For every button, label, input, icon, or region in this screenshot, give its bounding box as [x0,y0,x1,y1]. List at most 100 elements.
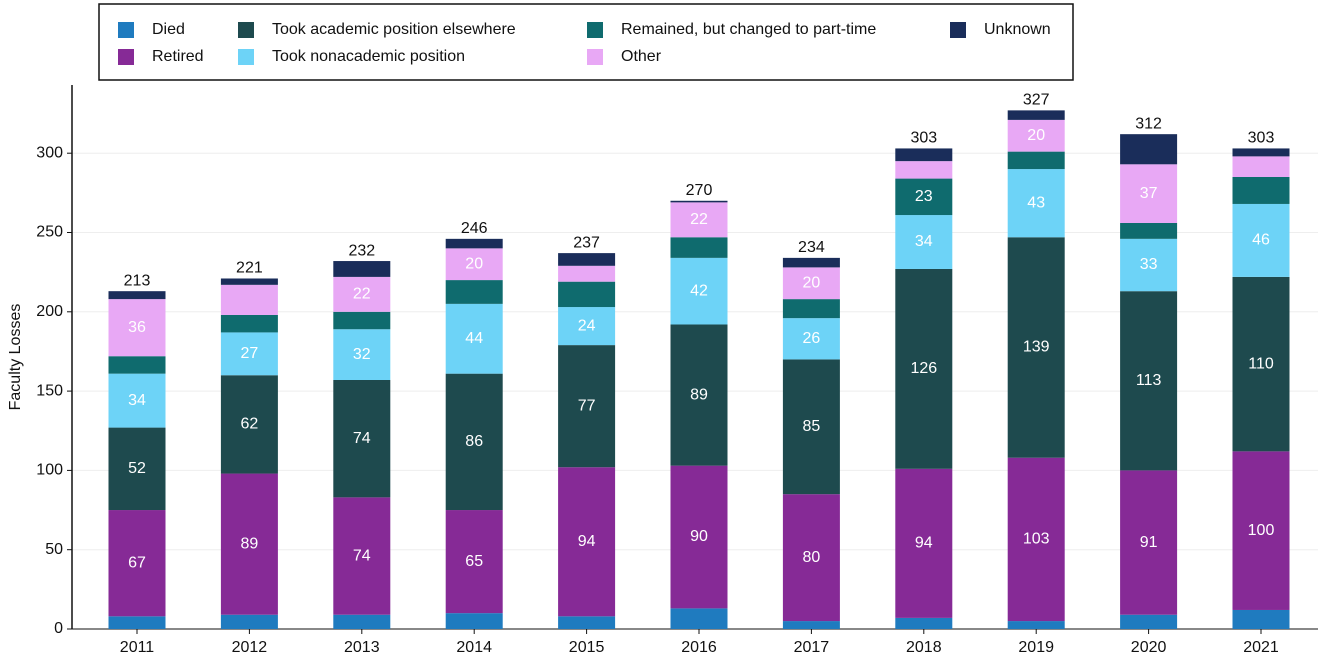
bar-segment [1232,609,1290,629]
bar-segment [1120,134,1178,165]
segment-label: 90 [690,528,708,545]
bar-segment [1007,621,1065,629]
bar-segment [895,178,953,216]
legend-label: Unknown [984,21,1051,38]
segment-label: 110 [1248,355,1274,372]
bar-segment [333,261,391,277]
segment-label: 34 [915,233,933,250]
total-label: 312 [1135,115,1162,132]
segment-label: 113 [1136,372,1162,389]
bar-segment [220,332,278,376]
y-tick-label: 100 [36,462,63,479]
bar-segment [558,345,616,468]
bar-segment [1232,203,1290,277]
x-tick-label: 2014 [456,639,492,656]
legend-label: Died [152,21,185,38]
bar-segment [108,427,166,511]
segment-label: 33 [1140,256,1158,273]
x-tick-label: 2011 [120,639,155,656]
bar-segment [333,329,391,380]
x-tick-label: 2018 [906,639,942,656]
bar-segment [108,356,166,374]
bar-segment [1232,148,1290,157]
segment-label: 91 [1140,534,1158,551]
bar-segment [670,202,728,238]
legend-label: Other [621,48,662,65]
bar-segment [445,510,503,614]
bar-segment [670,608,728,629]
legend-swatch [238,49,254,65]
x-tick-label: 2016 [681,639,717,656]
bar-segment [220,375,278,474]
segment-label: 62 [241,416,259,433]
segment-label: 32 [353,346,371,363]
bar-segment [1120,470,1178,615]
segment-label: 80 [803,549,821,566]
bar-segment [670,200,728,203]
bar-segment [220,278,278,285]
bar-segment [108,616,166,629]
bar-segment [333,497,391,615]
segment-label: 24 [578,317,596,334]
legend-label: Took nonacademic position [272,48,465,65]
bar-segment [670,257,728,325]
bar-segment [1120,291,1178,471]
bar-segment [782,359,840,495]
y-tick-label: 0 [54,620,63,637]
legend-swatch [587,22,603,38]
segment-label: 52 [128,460,146,477]
segment-label: 67 [128,554,146,571]
segment-label: 139 [1023,339,1050,356]
bar-segment [895,268,953,469]
x-tick-label: 2012 [232,639,268,656]
bar-segment [445,248,503,281]
bar-segment [558,265,616,282]
segment-label: 89 [690,386,708,403]
x-tick-label: 2019 [1018,639,1054,656]
bar-segment [895,215,953,269]
x-tick-label: 2017 [794,639,830,656]
bar-segment [782,494,840,622]
segment-label: 94 [915,535,933,552]
bar-segment [445,280,503,304]
legend-label: Remained, but changed to part-time [621,21,876,38]
bar-segment [1120,238,1178,292]
bar-segment [1007,119,1065,152]
segment-label: 74 [353,430,371,447]
segment-label: 126 [910,360,937,377]
y-tick-label: 300 [36,144,63,161]
total-label: 213 [124,272,151,289]
bar-segment [1007,151,1065,170]
segment-label: 74 [353,547,371,564]
bar-segment [445,238,503,249]
bar-segment [1007,457,1065,622]
bar-segment [333,276,391,312]
total-label: 246 [461,220,488,237]
bar-segment [108,373,166,428]
legend-swatch [238,22,254,38]
bar-segment [445,613,503,629]
x-tick-label: 2020 [1131,639,1167,656]
bar-segment [1120,164,1178,223]
segment-label: 22 [353,286,371,303]
bar-segment [1120,222,1178,239]
bar-segment [1007,169,1065,238]
segment-label: 36 [128,319,146,336]
y-tick-label: 250 [36,224,63,241]
segment-label: 44 [465,330,483,347]
bar-segment [670,465,728,609]
segment-label: 89 [241,535,259,552]
segment-label: 43 [1027,194,1045,211]
legend-swatch [118,49,134,65]
total-label: 221 [236,260,263,277]
legend-label: Took academic position elsewhere [272,21,516,38]
segment-label: 34 [128,392,146,409]
segment-label: 65 [465,553,483,570]
bar-segment [220,314,278,333]
bar-segment [1232,276,1290,452]
bar-segment [782,267,840,300]
x-tick-label: 2021 [1243,639,1279,656]
bar-segment [782,318,840,360]
segment-label: 85 [803,418,821,435]
